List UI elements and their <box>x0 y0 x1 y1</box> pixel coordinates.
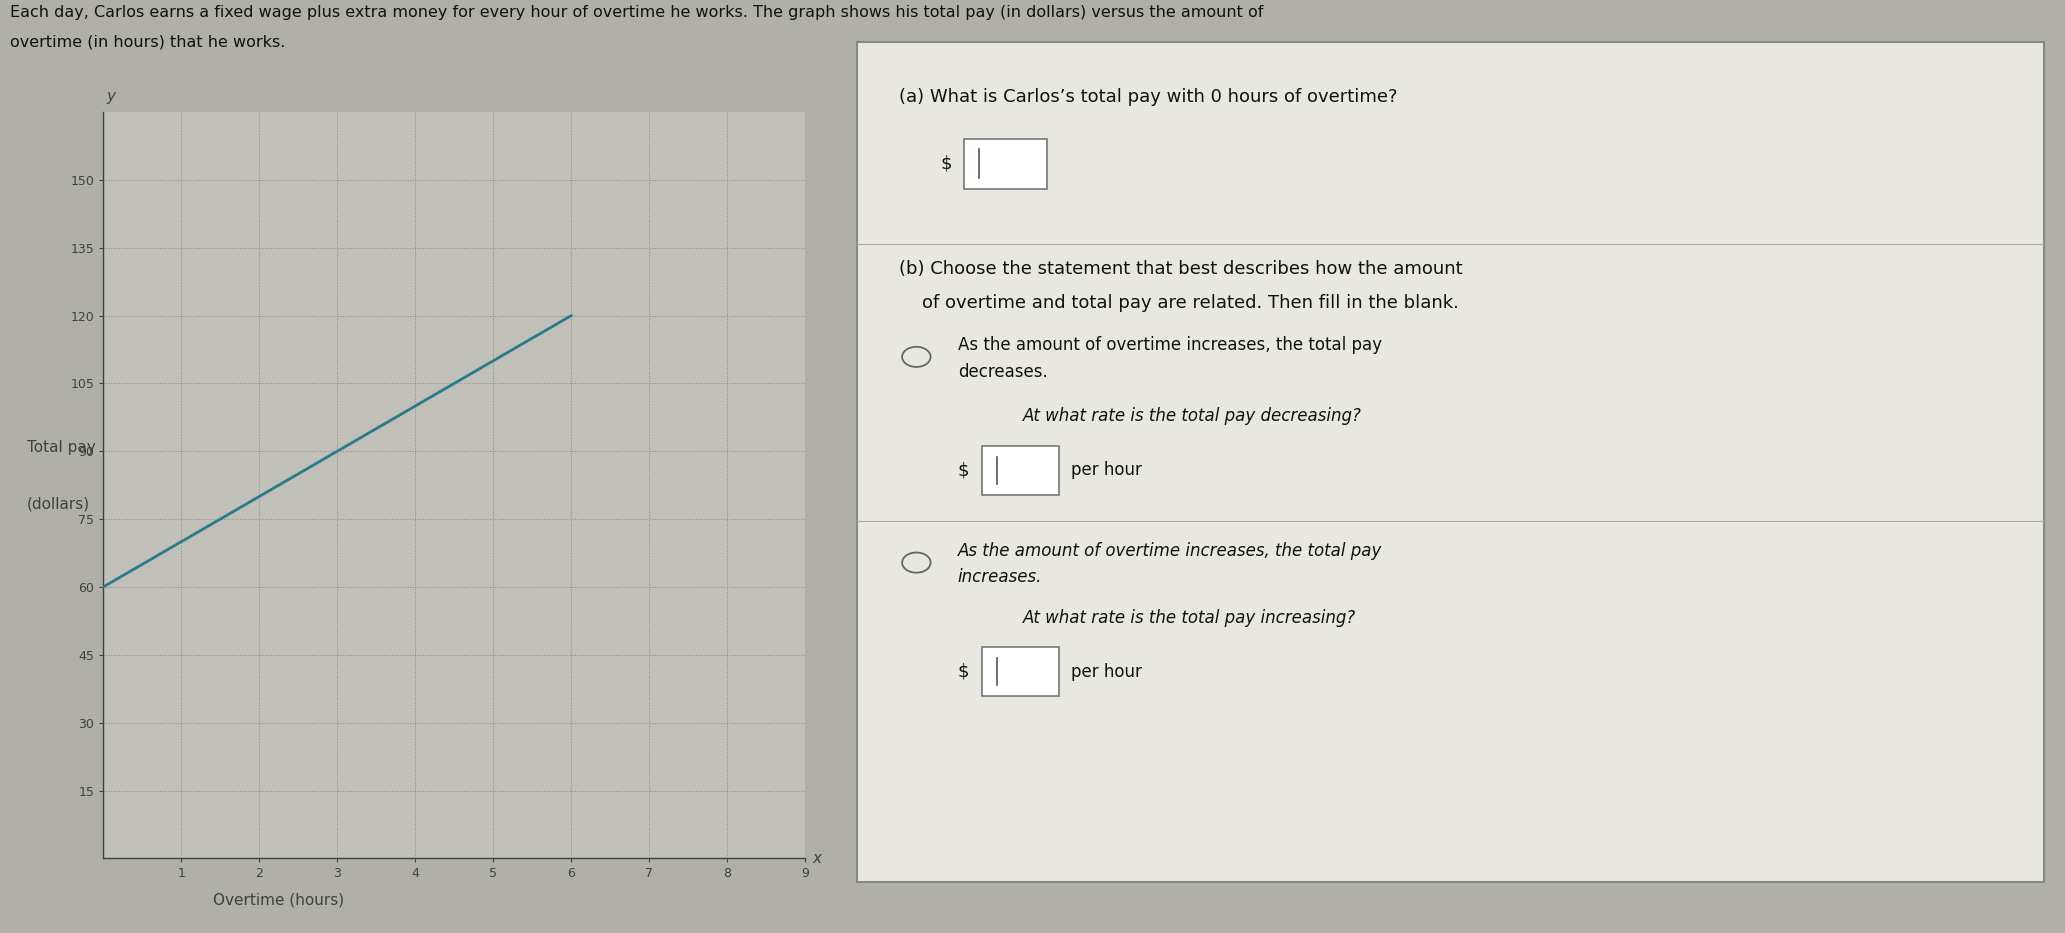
Text: As the amount of overtime increases, the total pay: As the amount of overtime increases, the… <box>958 541 1381 560</box>
FancyBboxPatch shape <box>964 139 1047 188</box>
Text: $: $ <box>958 662 968 681</box>
Text: overtime (in hours) that he works.: overtime (in hours) that he works. <box>10 35 285 49</box>
Text: per hour: per hour <box>1070 662 1142 681</box>
Text: $: $ <box>940 155 952 173</box>
Text: per hour: per hour <box>1070 461 1142 480</box>
FancyBboxPatch shape <box>857 42 2044 882</box>
Text: Total pay: Total pay <box>27 440 95 455</box>
Text: Each day, Carlos earns a fixed wage plus extra money for every hour of overtime : Each day, Carlos earns a fixed wage plus… <box>10 5 1264 20</box>
Text: y: y <box>105 89 116 104</box>
Text: $: $ <box>958 461 968 480</box>
Text: At what rate is the total pay increasing?: At what rate is the total pay increasing… <box>1024 608 1357 627</box>
Text: decreases.: decreases. <box>958 363 1047 381</box>
Text: increases.: increases. <box>958 568 1043 587</box>
Text: (dollars): (dollars) <box>27 496 91 511</box>
Text: At what rate is the total pay decreasing?: At what rate is the total pay decreasing… <box>1024 407 1363 425</box>
FancyBboxPatch shape <box>981 446 1059 494</box>
Text: As the amount of overtime increases, the total pay: As the amount of overtime increases, the… <box>958 336 1381 354</box>
FancyBboxPatch shape <box>981 648 1059 696</box>
Text: of overtime and total pay are related. Then fill in the blank.: of overtime and total pay are related. T… <box>898 294 1458 312</box>
Text: (a) What is Carlos’s total pay with 0 hours of overtime?: (a) What is Carlos’s total pay with 0 ho… <box>898 89 1398 106</box>
Text: (b) Choose the statement that best describes how the amount: (b) Choose the statement that best descr… <box>898 260 1462 278</box>
Text: x: x <box>812 851 822 866</box>
Text: Overtime (hours): Overtime (hours) <box>213 893 345 908</box>
